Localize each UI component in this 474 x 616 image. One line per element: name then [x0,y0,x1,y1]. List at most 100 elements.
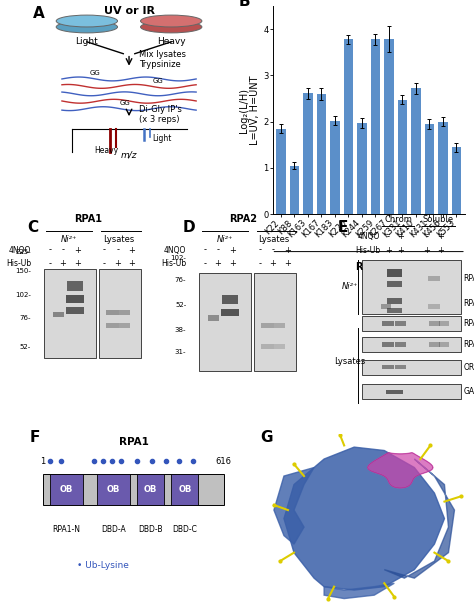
Text: -: - [258,246,261,254]
FancyBboxPatch shape [387,308,401,314]
FancyBboxPatch shape [362,360,461,375]
FancyBboxPatch shape [381,304,391,309]
Text: OB: OB [107,485,120,494]
Bar [411,89,420,214]
Bar [384,39,393,214]
Ellipse shape [56,15,118,27]
Text: +: + [59,259,66,268]
Text: -: - [103,246,106,254]
Text: +: + [128,259,136,268]
FancyBboxPatch shape [106,323,119,328]
Text: Light: Light [152,134,172,144]
Text: RPA1: RPA1 [118,437,148,447]
FancyBboxPatch shape [429,342,440,347]
Text: RPA1-N: RPA1-N [53,525,81,535]
Text: -: - [116,246,119,254]
Text: +: + [114,259,121,268]
FancyBboxPatch shape [274,323,285,328]
Text: +: + [229,259,236,268]
Ellipse shape [140,21,202,33]
Text: A: A [33,6,45,21]
FancyBboxPatch shape [428,304,440,309]
FancyBboxPatch shape [172,474,199,505]
Text: His-Ub: His-Ub [6,259,31,268]
FancyBboxPatch shape [362,316,461,331]
Text: D: D [183,220,196,235]
Bar [317,94,326,214]
Y-axis label: Log₂(L/H)
L=UV, H=UNT: Log₂(L/H) L=UV, H=UNT [239,75,261,145]
Text: -: - [426,232,428,241]
Text: Lysates: Lysates [334,357,365,366]
Text: Ni²⁺: Ni²⁺ [217,235,233,244]
Text: His-Ub: His-Ub [161,259,186,268]
Text: 225-: 225- [15,249,31,255]
Text: DBD-C: DBD-C [173,525,197,535]
Polygon shape [284,447,445,590]
Text: GG: GG [89,70,100,76]
Polygon shape [384,459,455,578]
FancyBboxPatch shape [387,298,401,304]
FancyBboxPatch shape [137,474,164,505]
Text: +: + [284,246,291,254]
Bar [290,166,299,214]
FancyBboxPatch shape [395,322,406,326]
Text: GG: GG [153,78,163,84]
Bar [452,147,461,214]
Text: UV or IR: UV or IR [103,6,155,16]
Text: 76-: 76- [175,277,186,283]
FancyBboxPatch shape [362,337,461,352]
Text: -: - [203,259,206,268]
Text: -: - [272,246,274,254]
Text: E: E [337,220,348,235]
FancyBboxPatch shape [119,323,130,328]
FancyBboxPatch shape [43,474,224,505]
Text: +: + [397,246,404,254]
FancyBboxPatch shape [383,322,394,326]
Text: 52-: 52- [175,302,186,308]
FancyBboxPatch shape [429,322,440,326]
Text: F: F [29,430,39,445]
Text: -: - [103,259,106,268]
FancyBboxPatch shape [67,282,82,291]
FancyBboxPatch shape [387,269,401,277]
Text: G: G [260,430,273,445]
Text: ORC1: ORC1 [463,363,474,372]
Text: RPA1: RPA1 [355,262,383,272]
Polygon shape [324,583,394,599]
FancyBboxPatch shape [395,342,406,347]
FancyBboxPatch shape [362,384,461,399]
Text: 4NQO: 4NQO [357,232,380,241]
Text: +: + [73,246,81,254]
FancyBboxPatch shape [386,389,403,394]
Polygon shape [368,453,433,488]
Text: RPA1: RPA1 [74,214,102,224]
FancyBboxPatch shape [119,310,130,315]
FancyBboxPatch shape [50,474,83,505]
FancyBboxPatch shape [53,312,64,317]
FancyBboxPatch shape [387,281,401,288]
Text: +: + [437,246,444,254]
Text: 38-: 38- [175,326,186,333]
Bar [276,129,285,214]
Bar [344,39,353,214]
Bar [398,100,407,214]
Text: Soluble: Soluble [422,214,454,224]
Text: 52-: 52- [20,344,31,349]
Text: Lysates: Lysates [258,235,290,244]
Text: +: + [215,259,221,268]
Text: +: + [397,232,404,241]
FancyBboxPatch shape [383,342,394,347]
Text: RPA1: RPA1 [463,340,474,349]
Text: Lysates: Lysates [103,235,135,244]
Ellipse shape [140,15,202,27]
Text: C: C [27,220,39,235]
Text: 31-: 31- [175,349,186,355]
Text: -: - [48,246,51,254]
FancyBboxPatch shape [255,273,296,371]
FancyBboxPatch shape [261,344,274,349]
Text: Light: Light [75,38,98,46]
Text: +: + [424,246,430,254]
Text: OB: OB [144,485,157,494]
Text: -: - [387,232,390,241]
Text: RPA2: RPA2 [229,214,257,224]
